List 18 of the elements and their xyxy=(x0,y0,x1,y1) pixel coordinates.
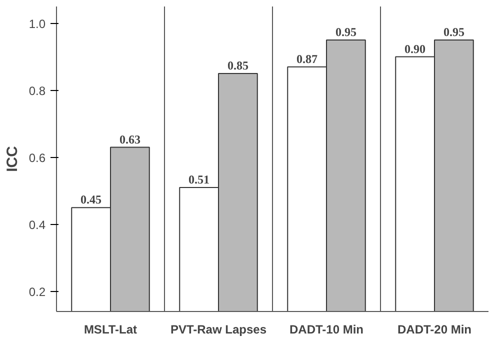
x-tick-label: DADT-20 Min xyxy=(398,322,472,336)
data-label: 0.85 xyxy=(227,58,248,73)
y-tick-label: 0.6 xyxy=(28,150,46,165)
data-label: 0.45 xyxy=(80,192,102,207)
data-label: 0.63 xyxy=(119,132,140,146)
x-tick-label: MSLT-Lat xyxy=(84,322,138,336)
y-tick-label: 0.8 xyxy=(28,84,46,98)
data-label: 0.95 xyxy=(335,25,356,40)
data-label: 0.87 xyxy=(296,52,318,66)
data-label: 0.51 xyxy=(188,172,210,186)
x-tick-label: PVT-Raw Lapses xyxy=(170,322,267,336)
data-label: 0.95 xyxy=(443,25,464,40)
y-tick-label: 0.2 xyxy=(28,284,46,299)
y-tick-label: 1.0 xyxy=(28,16,46,31)
y-axis-title: ICC xyxy=(4,146,21,172)
y-tick-label: 0.4 xyxy=(28,218,46,232)
data-label: 0.90 xyxy=(404,42,426,56)
x-tick-label: DADT-10 Min xyxy=(290,322,364,336)
